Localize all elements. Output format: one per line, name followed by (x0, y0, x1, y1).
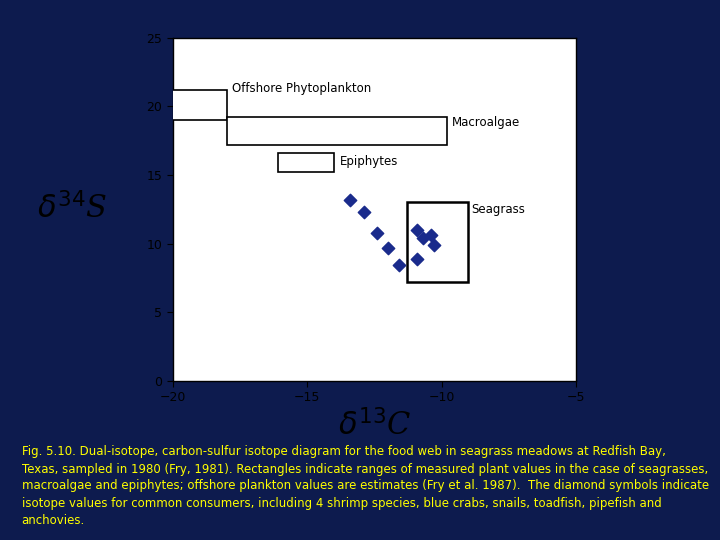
Text: Macroalgae: Macroalgae (452, 116, 521, 130)
Text: Seagrass: Seagrass (471, 202, 525, 216)
Point (425, 231, 436, 240)
Text: Fig. 5.10. Dual-isotope, carbon-sulfur isotope diagram for the food web in seagr: Fig. 5.10. Dual-isotope, carbon-sulfur i… (22, 446, 708, 526)
Bar (227, 117, 447, 145)
Point (393, 261, 405, 270)
Point (412, 226, 423, 234)
Text: $\delta^{13}$C: $\delta^{13}$C (338, 410, 411, 443)
Point (382, 244, 394, 252)
Text: $\delta^{34}$S: $\delta^{34}$S (37, 193, 107, 225)
Point (372, 228, 383, 237)
Point (428, 241, 439, 249)
Bar (278, 153, 334, 172)
Point (417, 234, 428, 242)
Bar (165, 90, 227, 120)
Point (344, 195, 356, 204)
Point (358, 208, 369, 217)
Bar (407, 202, 469, 282)
Point (412, 254, 423, 263)
Text: Offshore Phytoplankton: Offshore Phytoplankton (232, 82, 372, 95)
Text: Epiphytes: Epiphytes (339, 155, 398, 168)
